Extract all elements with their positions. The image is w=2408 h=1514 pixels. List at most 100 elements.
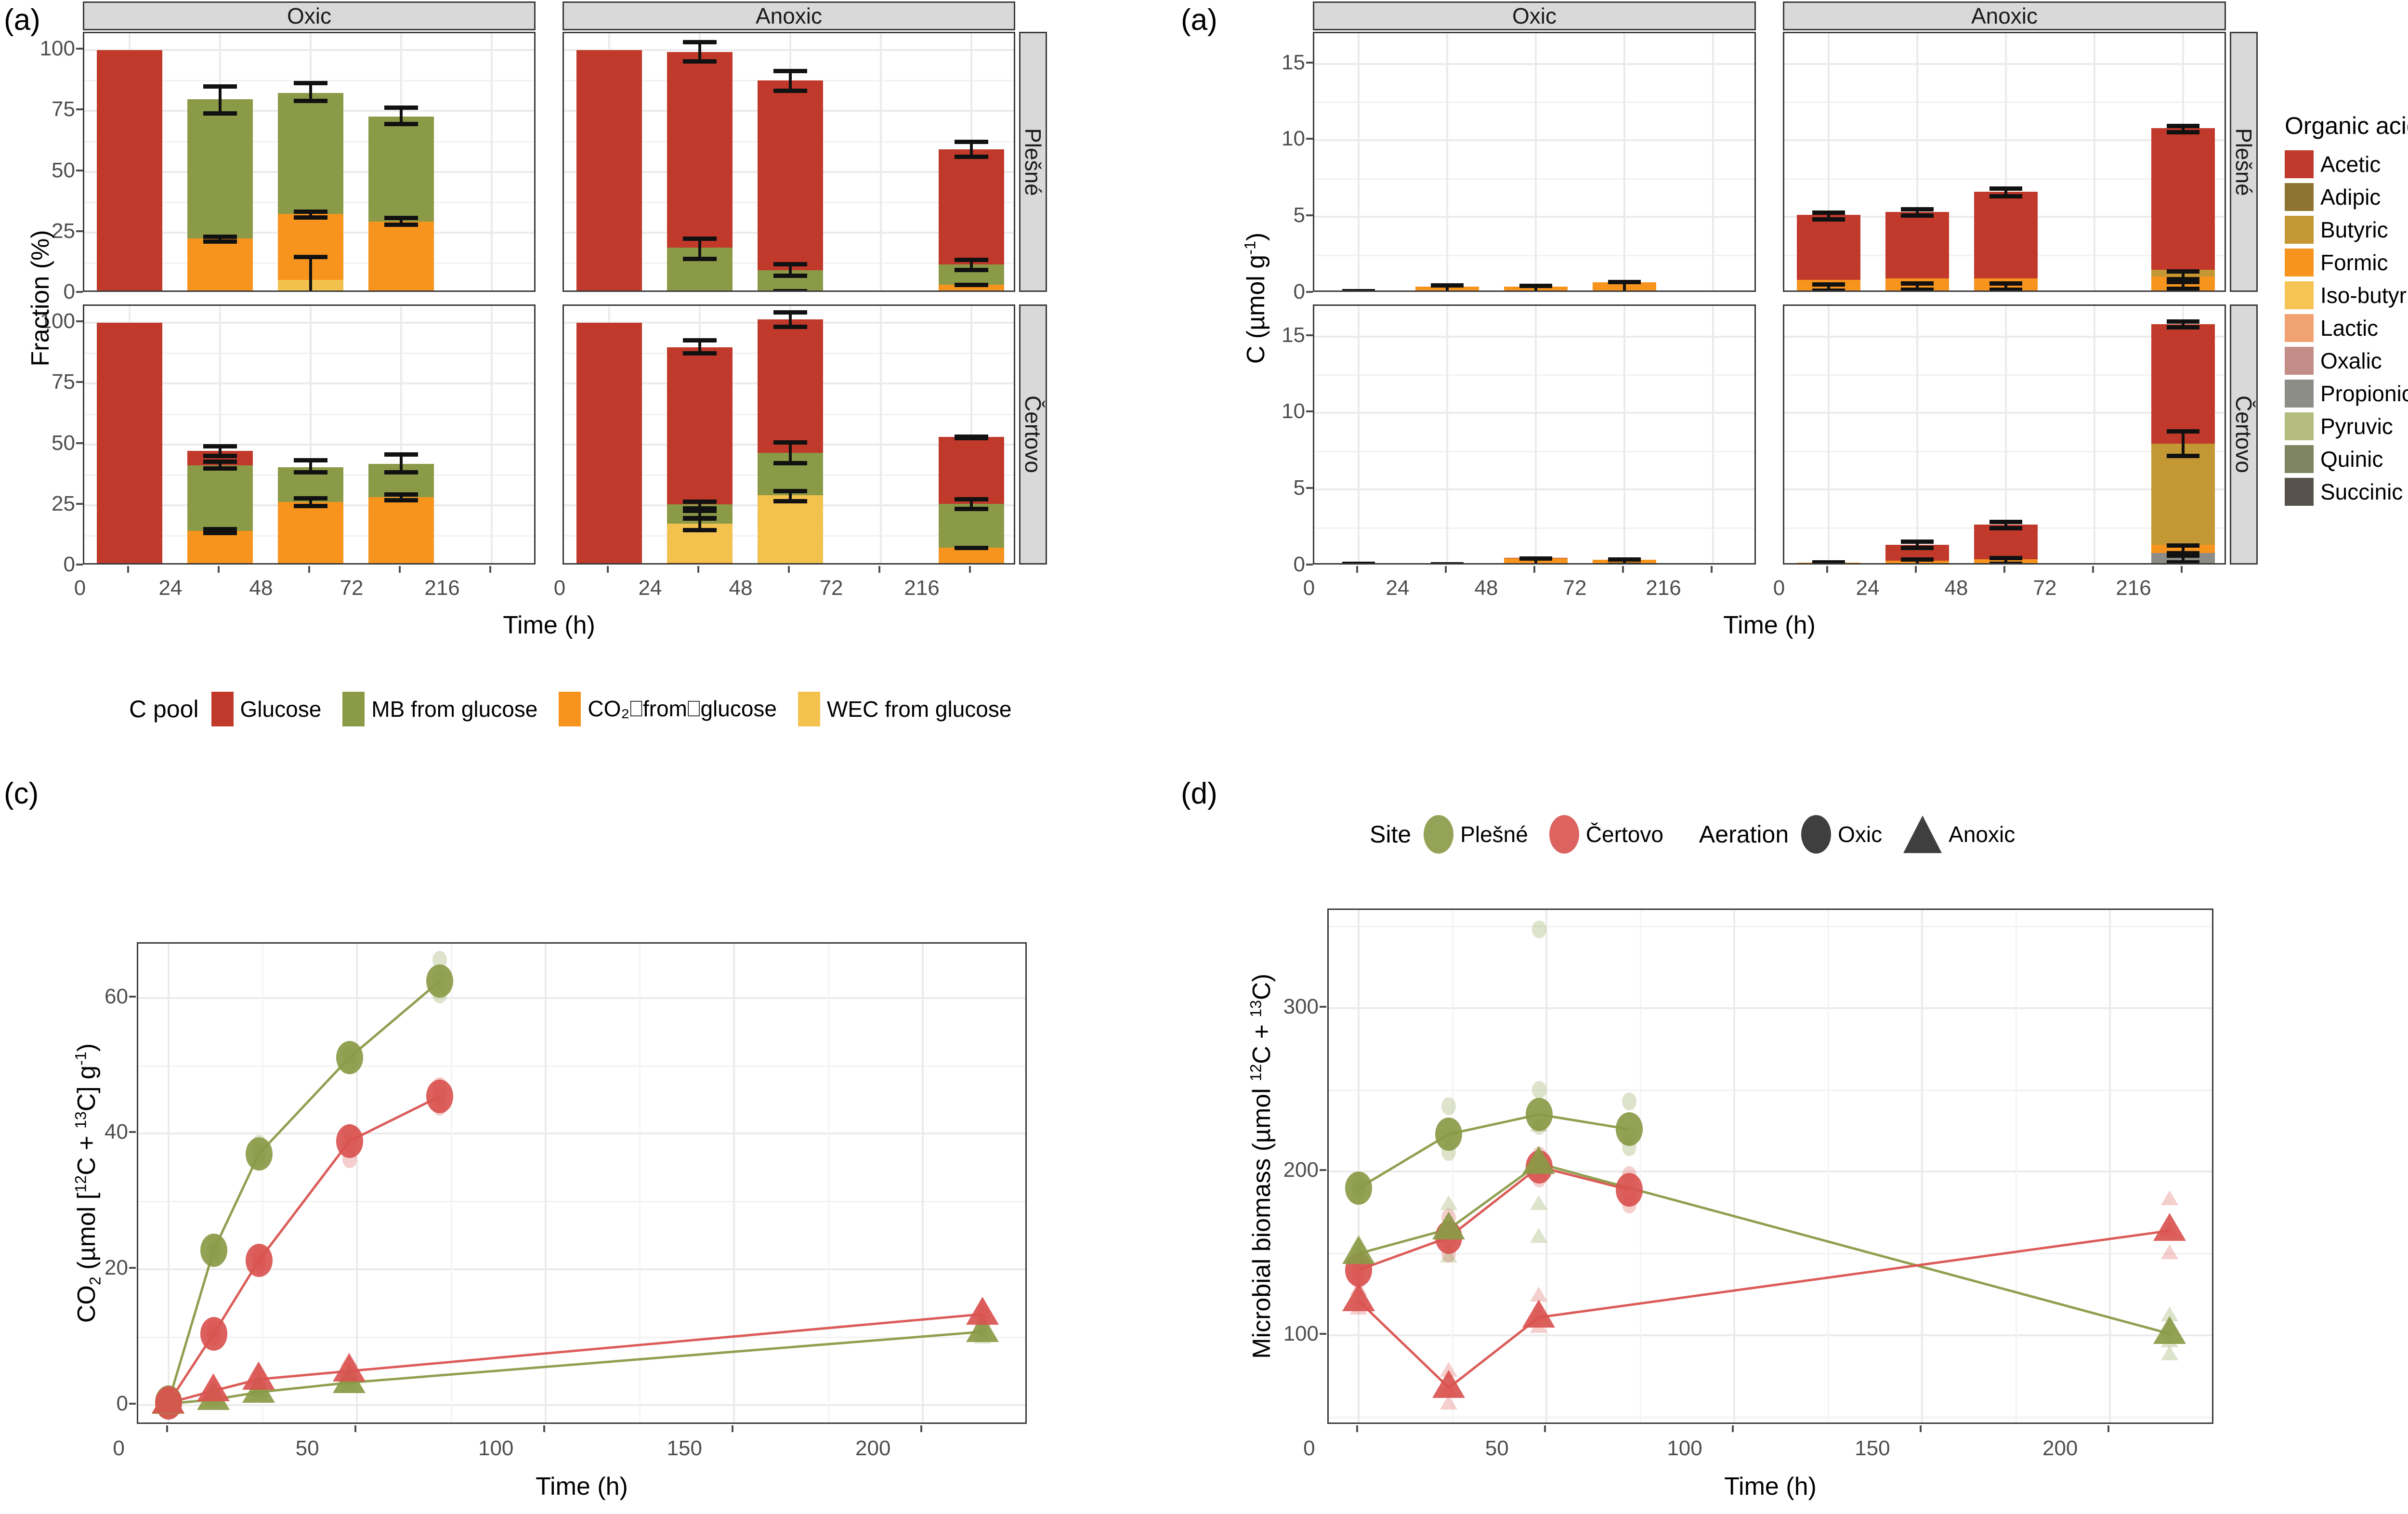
bar-segment — [368, 116, 434, 222]
gridline-vertical — [1916, 306, 1918, 563]
gridline-major — [1784, 139, 2225, 142]
x-axis-tick-label: 48 — [1474, 576, 1498, 600]
error-bar-cap-lower — [294, 291, 327, 292]
c-pool-legend-swatch-2[interactable] — [559, 692, 581, 726]
organic-acid-legend-swatch-10[interactable] — [2285, 478, 2314, 506]
x-axis-tick-label: 24 — [158, 576, 183, 600]
x-axis-tick-label: 0 — [1303, 1436, 1315, 1460]
error-bar-cap-upper — [2166, 553, 2200, 558]
error-bar-line — [698, 340, 701, 354]
y-axis-tick-mark — [1306, 61, 1313, 64]
bar-segment — [576, 50, 642, 290]
mean-point-circle — [245, 1244, 273, 1277]
error-bar-cap-upper — [1608, 280, 1641, 285]
error-bar-cap-upper — [203, 527, 237, 531]
error-bar-cap-lower — [682, 351, 717, 356]
organic-acid-legend-swatch-9[interactable] — [2285, 445, 2314, 473]
plot-pane-anoxic-plesne — [1783, 32, 2226, 292]
gridline-vertical — [2108, 910, 2111, 1422]
gridline-major — [1784, 335, 2225, 338]
gridline-vertical — [1358, 33, 1360, 290]
organic-acid-legend-title: Organic acid — [2285, 112, 2408, 139]
organic-acid-legend-swatch-3[interactable] — [2285, 249, 2314, 276]
organic-acid-legend-swatch-7[interactable] — [2285, 380, 2314, 408]
plot-pane-oxic-plesne — [1313, 32, 1756, 292]
error-bar-line — [788, 264, 792, 276]
panel-c-label: (c) — [4, 777, 39, 810]
error-bar-line — [218, 461, 222, 469]
x-axis-tick-mark — [543, 1425, 545, 1432]
error-bar-line — [1915, 541, 1919, 548]
organic-acid-legend-swatch-4[interactable] — [2285, 281, 2314, 309]
gridline-major — [1329, 1334, 2212, 1337]
organic-acid-legend-swatch-5[interactable] — [2285, 314, 2314, 342]
gridline-vertical — [1535, 306, 1537, 563]
error-bar-line — [2181, 545, 2185, 553]
error-bar-line — [788, 312, 792, 327]
bar-segment — [2151, 291, 2215, 292]
gridline-vertical — [219, 306, 221, 563]
mean-point-circle — [336, 1040, 363, 1075]
error-bar-cap-upper — [2166, 280, 2200, 285]
c-pool-legend-label-0: Glucose — [240, 697, 322, 722]
y-axis-title: C (µmol g-1) — [1241, 232, 1270, 364]
gridline-major — [1314, 216, 1754, 218]
c-pool-legend-swatch-1[interactable] — [342, 692, 365, 726]
organic-acid-legend-swatch-2[interactable] — [2285, 216, 2314, 244]
gridline-vertical — [1358, 910, 1360, 1422]
bar-group — [1504, 33, 1568, 292]
y-axis-tick-label: 50 — [52, 431, 75, 455]
y-axis-tick-label: 75 — [52, 97, 75, 121]
aeration-legend-title: Aeration — [1699, 821, 1789, 848]
organic-acid-legend-swatch-8[interactable] — [2285, 412, 2314, 440]
mean-point-triangle — [1522, 1300, 1555, 1328]
aeration-legend-key-oxic[interactable] — [1801, 815, 1832, 854]
c-pool-legend-swatch-0[interactable] — [211, 692, 234, 726]
gridline-minor — [138, 1336, 1025, 1338]
gridline-major — [1784, 488, 2225, 491]
gridline-major — [1314, 139, 1754, 142]
organic-acid-legend-label-4: Iso-butyric — [2320, 283, 2408, 308]
error-bar-cap-upper — [682, 338, 717, 342]
bar-segment — [667, 347, 733, 504]
aeration-legend-key-anoxic[interactable] — [1903, 816, 1942, 853]
bar-group — [187, 306, 253, 563]
error-bar-cap-lower — [773, 273, 808, 278]
x-axis-tick-mark — [1826, 566, 1828, 573]
organic-acid-legend-swatch-6[interactable] — [2285, 347, 2314, 375]
x-axis-tick-mark — [399, 566, 401, 573]
y-axis-tick-label: 0 — [63, 280, 75, 303]
error-bar-cap-lower — [203, 531, 237, 536]
facet-strip-col-oxic: Oxic — [83, 1, 536, 30]
error-bar-line — [1915, 283, 1919, 290]
x-axis-tick-mark — [697, 566, 699, 573]
organic-acid-legend-swatch-0[interactable] — [2285, 150, 2314, 178]
organic-acid-legend-item-6: Oxalic — [2285, 347, 2382, 375]
mean-point-triangle — [332, 1353, 366, 1382]
error-bar-line — [309, 83, 312, 101]
error-bar-cap-upper — [954, 258, 989, 263]
replicate-point-triangle — [1530, 1287, 1547, 1302]
error-bar-cap-upper — [954, 497, 989, 501]
error-bar-cap-upper — [1900, 207, 1934, 212]
gridline-vertical — [356, 944, 358, 1422]
error-bar-cap-lower — [682, 516, 717, 521]
gridline-minor — [1784, 101, 2225, 103]
site-legend-key-1[interactable] — [1549, 815, 1579, 854]
organic-acid-legend-swatch-1[interactable] — [2285, 183, 2314, 211]
error-bar-cap-upper — [384, 492, 419, 497]
bar-group — [1974, 306, 2038, 563]
error-bar-cap-upper — [384, 452, 419, 457]
c-pool-legend-swatch-3[interactable] — [798, 692, 821, 726]
organic-acid-legend-label-2: Butyric — [2320, 217, 2388, 242]
site-legend-label-0: Plešné — [1460, 822, 1528, 847]
error-bar-cap-lower — [954, 155, 989, 159]
error-bar-line — [1445, 285, 1449, 290]
x-axis-tick-label: 216 — [424, 576, 460, 600]
gridline-major — [138, 1132, 1025, 1135]
site-legend-key-0[interactable] — [1424, 815, 1454, 854]
gridline-vertical — [1916, 33, 1918, 290]
bar-group — [1504, 306, 1568, 563]
error-bar-cap-lower — [1519, 291, 1553, 292]
error-bar-line — [2181, 431, 2185, 456]
